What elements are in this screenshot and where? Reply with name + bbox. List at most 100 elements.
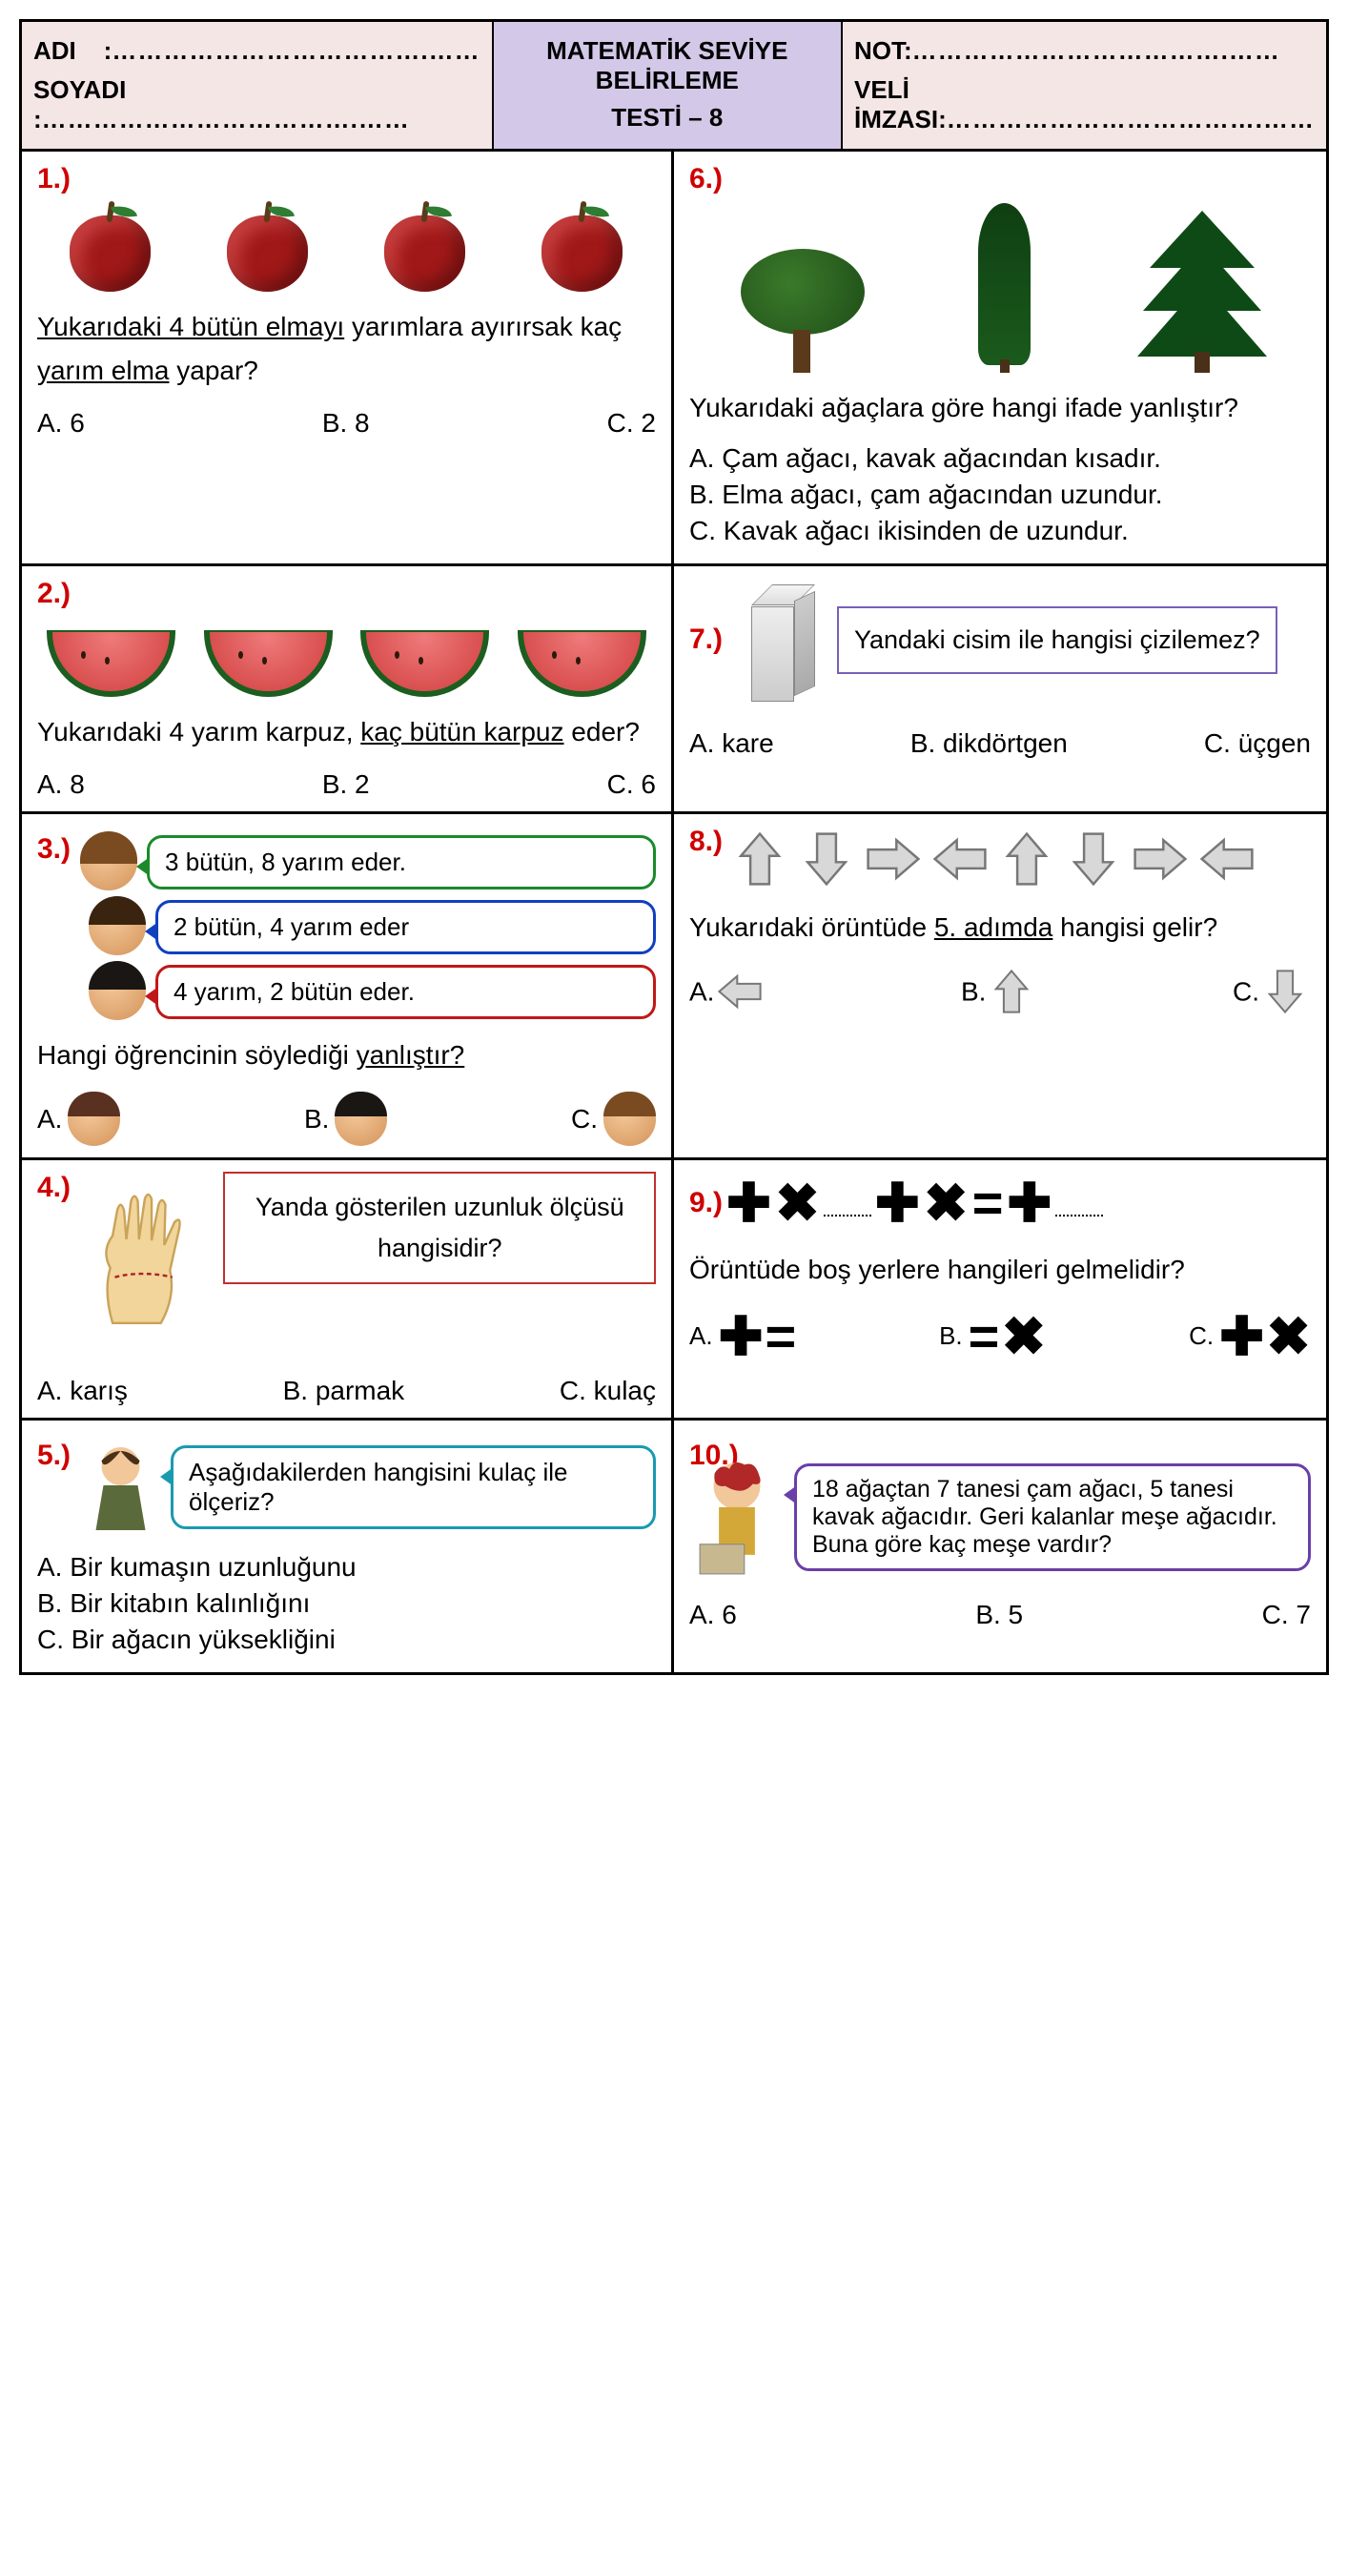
q1-opt-c[interactable]: C. 2 bbox=[607, 408, 656, 439]
q7-opt-c[interactable]: C. üçgen bbox=[1204, 728, 1311, 759]
q9-opt-c[interactable]: C.✚✖ bbox=[1189, 1305, 1311, 1368]
q9-opt-b[interactable]: B.=✖ bbox=[939, 1305, 1046, 1368]
q7-opt-b[interactable]: B. dikdörtgen bbox=[910, 728, 1068, 759]
q2-text: Yukarıdaki 4 yarım karpuz, kaç bütün kar… bbox=[37, 710, 656, 754]
q8-number: 8.) bbox=[689, 826, 723, 858]
blank-slot[interactable] bbox=[1055, 1190, 1103, 1216]
q3-opt-c[interactable]: C. bbox=[571, 1094, 656, 1146]
grade-blank[interactable]: ……………………………….…… bbox=[912, 36, 1280, 65]
q10-options: A. 6 B. 5 C. 7 bbox=[689, 1600, 1311, 1630]
plus-icon: ✚ bbox=[726, 1172, 771, 1235]
q4-opt-a[interactable]: A. karış bbox=[37, 1376, 128, 1406]
apple-icon bbox=[225, 201, 311, 292]
student-face-icon bbox=[68, 1094, 120, 1146]
q6-text: Yukarıdaki ağaçlara göre hangi ifade yan… bbox=[689, 386, 1311, 430]
q6-images bbox=[689, 201, 1311, 373]
question-1: 1.) Yukarıdaki 4 bütün elmayı yarımlara … bbox=[22, 152, 674, 566]
q9-opt-a[interactable]: A.✚= bbox=[689, 1305, 796, 1368]
q4-opt-c[interactable]: C. kulaç bbox=[560, 1376, 656, 1406]
plus-icon: ✚ bbox=[875, 1172, 920, 1235]
q9-text: Örüntüde boş yerlere hangileri gelmelidi… bbox=[689, 1248, 1311, 1292]
arrow-left-icon bbox=[1195, 826, 1258, 892]
q4-opt-b[interactable]: B. parmak bbox=[283, 1376, 405, 1406]
q2-opt-a[interactable]: A. 8 bbox=[37, 769, 85, 800]
q5-opt-b[interactable]: B. Bir kitabın kalınlığını bbox=[37, 1588, 656, 1619]
arrow-down-icon bbox=[1259, 966, 1311, 1021]
q5-bubble: Aşağıdakilerden hangisini kulaç ile ölçe… bbox=[171, 1445, 656, 1529]
watermelon-icon bbox=[204, 616, 333, 697]
watermelon-icon bbox=[47, 616, 175, 697]
question-3: 3.) 3 bütün, 8 yarım eder. 2 bütün, 4 ya… bbox=[22, 814, 674, 1159]
q8-opt-b[interactable]: B. bbox=[961, 966, 1037, 1021]
blank-slot[interactable] bbox=[824, 1190, 871, 1216]
q1-images bbox=[37, 201, 656, 292]
q1-opt-b[interactable]: B. 8 bbox=[322, 408, 370, 439]
q10-opt-a[interactable]: A. 6 bbox=[689, 1600, 737, 1630]
q10-opt-c[interactable]: C. 7 bbox=[1262, 1600, 1311, 1630]
q8-opt-c[interactable]: C. bbox=[1233, 966, 1311, 1021]
question-6: 6.) Yukarıdaki ağaçlara göre hangi ifade… bbox=[674, 152, 1326, 566]
student-face-icon bbox=[603, 1094, 656, 1146]
x-icon: ✖ bbox=[775, 1172, 820, 1235]
question-grid: 1.) Yukarıdaki 4 bütün elmayı yarımlara … bbox=[22, 152, 1326, 1672]
q5-opt-c[interactable]: C. Bir ağacın yüksekliğini bbox=[37, 1625, 656, 1655]
q6-opt-a[interactable]: A. Çam ağacı, kavak ağacından kısadır. bbox=[689, 443, 1311, 474]
q7-number: 7.) bbox=[689, 624, 723, 656]
header-left: ADI :……………………………….…… SOYADI :……………………………… bbox=[22, 22, 494, 149]
q1-opt-a[interactable]: A. 6 bbox=[37, 408, 85, 439]
arrow-down-icon bbox=[1062, 826, 1125, 892]
child-icon bbox=[80, 1440, 161, 1535]
question-10: 10.) 18 ağaçtan 7 tanesi çam ağacı, 5 ta… bbox=[674, 1421, 1326, 1672]
q6-opt-b[interactable]: B. Elma ağacı, çam ağacından uzundur. bbox=[689, 480, 1311, 510]
question-4: 4.) Yanda gösterilen uzunluk ölçüsü hang… bbox=[22, 1160, 674, 1421]
arrow-down-icon bbox=[795, 826, 858, 892]
sign-label: VELİ İMZASI: bbox=[854, 75, 947, 133]
speech-bubble-1: 3 bütün, 8 yarım eder. bbox=[147, 835, 656, 889]
title-line1: MATEMATİK SEVİYE BELİRLEME bbox=[505, 36, 829, 95]
q4-options: A. karış B. parmak C. kulaç bbox=[37, 1376, 656, 1406]
speech-bubble-2: 2 bütün, 4 yarım eder bbox=[155, 900, 656, 954]
q2-opt-c[interactable]: C. 6 bbox=[607, 769, 656, 800]
equals-icon: = bbox=[972, 1172, 1004, 1234]
q5-number: 5.) bbox=[37, 1440, 71, 1472]
q10-opt-b[interactable]: B. 5 bbox=[975, 1600, 1023, 1630]
q3-opt-b[interactable]: B. bbox=[304, 1094, 387, 1146]
q4-number: 4.) bbox=[37, 1172, 71, 1204]
q1-number: 1.) bbox=[37, 163, 71, 194]
pine-tree-icon bbox=[1140, 211, 1264, 373]
q7-opt-a[interactable]: A. kare bbox=[689, 728, 774, 759]
q10-bubble: 18 ağaçtan 7 tanesi çam ağacı, 5 tanesi … bbox=[794, 1463, 1311, 1571]
q4-box: Yanda gösterilen uzunluk ölçüsü hangisid… bbox=[223, 1172, 656, 1284]
q9-options: A.✚= B.=✖ C.✚✖ bbox=[689, 1305, 1311, 1368]
surname-blank[interactable]: ……………………………….…… bbox=[42, 105, 410, 133]
q2-opt-b[interactable]: B. 2 bbox=[322, 769, 370, 800]
arrow-up-icon bbox=[728, 826, 791, 892]
header-row: ADI :……………………………….…… SOYADI :……………………………… bbox=[22, 22, 1326, 152]
arrow-right-icon bbox=[1129, 826, 1192, 892]
q5-opt-a[interactable]: A. Bir kumaşın uzunluğunu bbox=[37, 1552, 656, 1583]
question-2: 2.) Yukarıdaki 4 yarım karpuz, kaç bütün… bbox=[22, 566, 674, 814]
student-face-icon bbox=[89, 898, 146, 955]
q6-options: A. Çam ağacı, kavak ağacından kısadır. B… bbox=[689, 443, 1311, 546]
question-5: 5.) Aşağıdakilerden hangisini kulaç ile … bbox=[22, 1421, 674, 1672]
name-blank[interactable]: ……………………………….…… bbox=[112, 36, 480, 65]
q2-images bbox=[37, 616, 656, 697]
q2-options: A. 8 B. 2 C. 6 bbox=[37, 769, 656, 800]
question-8: 8.) Yukarıdaki örüntüde 5. adımda hangis… bbox=[674, 814, 1326, 1159]
arrow-right-icon bbox=[862, 826, 925, 892]
grade-label: NOT: bbox=[854, 36, 912, 65]
header-title: MATEMATİK SEVİYE BELİRLEME TESTİ – 8 bbox=[494, 22, 843, 149]
q8-options: A. B. C. bbox=[689, 966, 1311, 1021]
q8-opt-a[interactable]: A. bbox=[689, 966, 766, 1021]
sign-blank[interactable]: ……………………………….…… bbox=[947, 105, 1315, 133]
q6-opt-c[interactable]: C. Kavak ağacı ikisinden de uzundur. bbox=[689, 516, 1311, 546]
arrow-left-icon bbox=[929, 826, 991, 892]
hand-icon bbox=[90, 1172, 204, 1353]
q3-opt-a[interactable]: A. bbox=[37, 1094, 120, 1146]
prism-icon bbox=[751, 578, 818, 702]
header-right: NOT:……………………………….…… VELİ İMZASI:……………………… bbox=[843, 22, 1326, 149]
x-icon: ✖ bbox=[924, 1172, 969, 1235]
student-face-icon bbox=[89, 963, 146, 1020]
plus-icon: ✚ bbox=[1007, 1172, 1052, 1235]
q8-text: Yukarıdaki örüntüde 5. adımda hangisi ge… bbox=[689, 906, 1311, 950]
